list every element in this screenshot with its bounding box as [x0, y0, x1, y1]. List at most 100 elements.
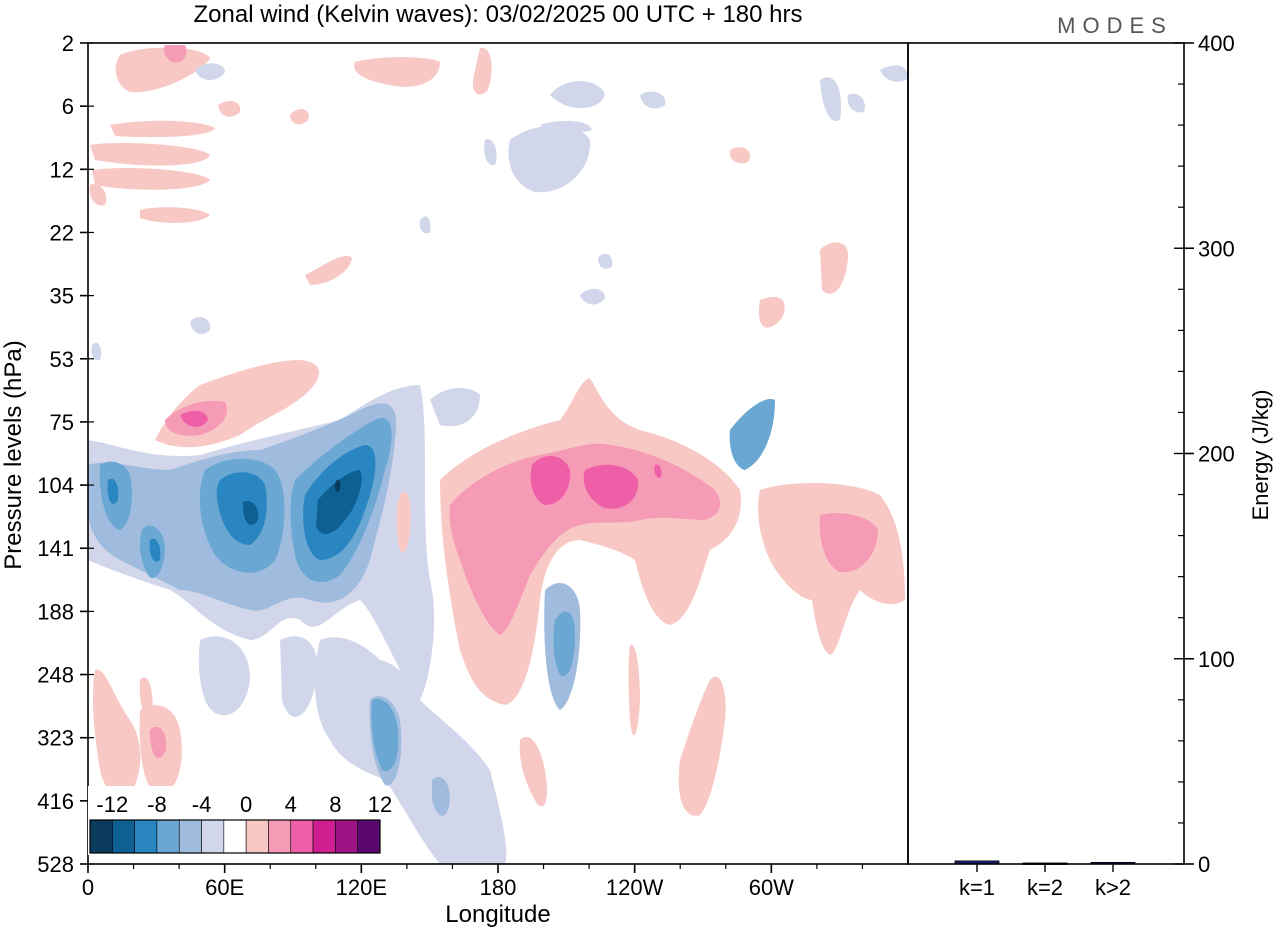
contour-region-24 [419, 216, 431, 234]
pressure-tick-label-9: 188 [37, 599, 74, 624]
pressure-tick-label-11: 323 [37, 726, 74, 751]
contour-region-10 [92, 168, 210, 190]
colorbar-frame [89, 819, 381, 854]
contour-region-56 [396, 491, 411, 553]
contour-region-25 [820, 242, 849, 294]
energy-tick-label-0: 0 [1198, 852, 1210, 877]
contour-region-8 [110, 120, 215, 138]
contour-region-46 [216, 472, 267, 545]
colorbar-label-2: -4 [192, 792, 212, 817]
contour-region-14 [290, 108, 309, 125]
colorbar-swatch-4 [178, 819, 202, 854]
colorbar-swatch-9 [290, 819, 314, 854]
contour-region-50 [242, 500, 259, 525]
contour-region-38 [432, 776, 450, 816]
colorbar-label-0: -12 [96, 792, 128, 817]
contour-region-70 [654, 464, 662, 478]
contour-region-1 [163, 45, 187, 63]
contour-region-15 [484, 139, 497, 166]
contour-region-6 [508, 125, 591, 193]
contour-region-3 [354, 57, 440, 87]
y-axis-label: Pressure levels (hPa) [0, 340, 27, 569]
contour-region-21 [305, 255, 352, 285]
contour-region-31 [280, 636, 318, 717]
pressure-tick-label-7: 104 [37, 473, 74, 498]
contour-region-5 [550, 81, 605, 109]
contour-region-67 [150, 726, 167, 759]
colorbar-swatch-11 [335, 819, 358, 854]
contour-region-13 [218, 100, 241, 117]
colorbar-swatch-5 [201, 819, 225, 854]
lon-tick-label-3: 180 [480, 875, 517, 900]
contour-region-30 [198, 636, 250, 716]
energy-tick-label-1: 100 [1198, 647, 1235, 672]
colorbar-label-3: 0 [240, 792, 252, 817]
contour-region-43 [729, 399, 775, 470]
pressure-tick-label-13: 528 [37, 852, 74, 877]
colorbar-swatch-1 [112, 819, 135, 854]
colorbar-swatch-8 [268, 819, 292, 854]
pressure-tick-label-1: 6 [62, 94, 74, 119]
contour-region-33 [430, 388, 480, 427]
energy-category-label-1: k=2 [1027, 875, 1063, 900]
contour-region-63 [628, 644, 640, 736]
modes-logo: MODES [1057, 13, 1173, 38]
wind-contour-field [88, 45, 908, 864]
contour-region-57 [440, 378, 741, 705]
contour-region-64 [678, 676, 726, 816]
contour-region-32 [314, 637, 507, 864]
contour-region-22 [580, 288, 605, 305]
contour-region-69 [583, 464, 639, 509]
contour-region-9 [90, 143, 210, 166]
contour-region-4 [472, 47, 492, 95]
colorbar-label-1: -8 [147, 792, 167, 817]
colorbar-label-5: 8 [329, 792, 341, 817]
colorbar-swatch-2 [134, 819, 158, 854]
energy-tick-label-3: 300 [1198, 236, 1235, 261]
lon-tick-label-0: 0 [82, 875, 94, 900]
colorbar-swatch-10 [312, 819, 336, 854]
colorbar-legend: -12 -8 -4 0 4 8 12 [88, 786, 392, 855]
lon-tick-label-1: 60E [205, 875, 244, 900]
pressure-tick-label-8: 141 [37, 536, 74, 561]
contour-region-16 [640, 91, 666, 109]
x-axis-label: Longitude [445, 901, 550, 928]
energy-frame [907, 42, 1185, 865]
energy-category-label-0: k=1 [959, 875, 995, 900]
contour-region-48 [107, 478, 119, 504]
contour-region-28 [91, 342, 102, 361]
contour-region-7 [540, 120, 592, 134]
contour-region-55 [180, 410, 208, 427]
chart-title: Zonal wind (Kelvin waves): 03/02/2025 00… [194, 1, 803, 28]
pressure-tick-label-3: 22 [50, 220, 74, 245]
pressure-tick-label-6: 75 [50, 410, 74, 435]
contour-region-51 [316, 470, 362, 535]
contour-region-20 [880, 65, 908, 82]
colorbar-label-4: 4 [285, 792, 297, 817]
pressure-tick-label-10: 248 [37, 663, 74, 688]
lon-tick-label-5: 60W [749, 875, 794, 900]
colorbar-swatch-3 [156, 819, 180, 854]
lon-tick-label-4: 120W [606, 875, 664, 900]
contour-region-2 [195, 63, 225, 80]
contour-region-11 [89, 184, 107, 206]
contour-region-12 [140, 207, 210, 223]
pressure-tick-label-12: 416 [37, 789, 74, 814]
energy-category-label-2: k>2 [1095, 875, 1131, 900]
energy-tick-label-2: 200 [1198, 442, 1235, 467]
contour-region-44 [553, 611, 575, 676]
contour-region-27 [190, 316, 211, 335]
energy-axis-label: Energy (J/kg) [1248, 390, 1273, 521]
contour-region-45 [371, 698, 399, 771]
contour-region-23 [598, 253, 613, 269]
colorbar-label-6: 12 [368, 792, 392, 817]
pressure-tick-label-5: 53 [50, 347, 74, 372]
contour-region-49 [149, 538, 161, 562]
colorbar-swatch-12 [357, 819, 381, 854]
contour-region-58 [758, 483, 905, 655]
contour-region-65 [449, 443, 721, 635]
contour-region-18 [847, 93, 865, 113]
contour-region-0 [115, 47, 210, 93]
